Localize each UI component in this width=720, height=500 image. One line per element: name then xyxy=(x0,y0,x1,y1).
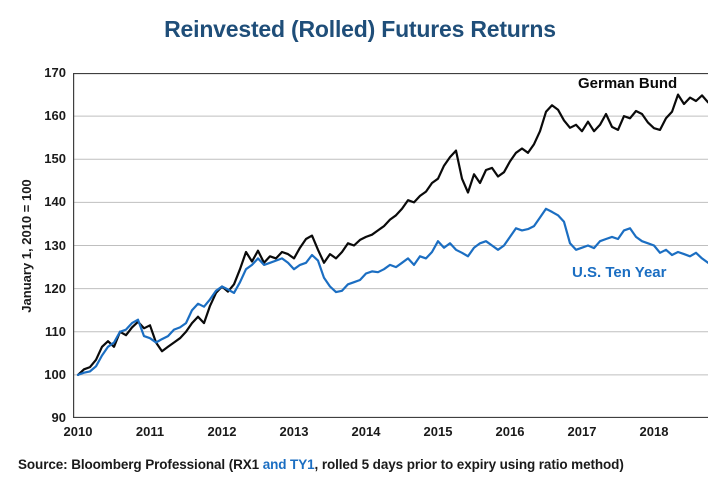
y-tick-label: 170 xyxy=(44,65,66,80)
source-attribution: Source: Bloomberg Professional (RX1 and … xyxy=(18,457,718,472)
series-line-1 xyxy=(76,207,708,376)
y-tick-label: 130 xyxy=(44,237,66,253)
y-tick-label: 140 xyxy=(44,194,66,210)
source-text-suffix: , rolled 5 days prior to expiry using ra… xyxy=(314,457,624,472)
x-tick-label: 2013 xyxy=(279,424,309,439)
y-tick-label: 110 xyxy=(45,323,66,339)
x-tick-label: 2015 xyxy=(423,424,453,439)
x-tick-label: 2017 xyxy=(567,424,597,439)
y-tick-label: 120 xyxy=(44,280,66,296)
series-label-german-bund: German Bund xyxy=(578,75,678,92)
x-tick-label: 2010 xyxy=(63,424,93,439)
y-tick-label: 90 xyxy=(51,410,66,425)
series-line-0 xyxy=(76,93,708,376)
source-text-highlight: and TY1 xyxy=(262,457,315,472)
chart-title: Reinvested (Rolled) Futures Returns xyxy=(164,16,556,42)
y-tick-label: 100 xyxy=(44,366,66,382)
y-tick-label: 150 xyxy=(44,151,66,167)
source-text-prefix: Source: Bloomberg Professional (RX1 xyxy=(18,457,263,472)
x-tick-label: 2016 xyxy=(495,424,525,439)
x-tick-label: 2018 xyxy=(639,424,669,439)
series-label-us-ten-year: U.S. Ten Year xyxy=(572,264,667,281)
x-tick-label: 2012 xyxy=(207,424,237,439)
x-tick-label: 2011 xyxy=(135,424,165,439)
plot-area xyxy=(73,73,708,418)
y-tick-label: 160 xyxy=(44,108,66,124)
x-tick-label: 2014 xyxy=(351,424,381,439)
